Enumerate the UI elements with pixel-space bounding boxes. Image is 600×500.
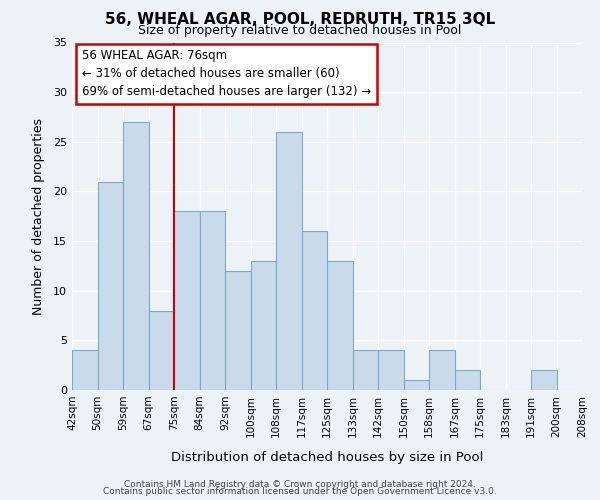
Bar [251, 261, 276, 390]
Bar [302, 231, 327, 390]
Text: 56 WHEAL AGAR: 76sqm
← 31% of detached houses are smaller (60)
69% of semi-detac: 56 WHEAL AGAR: 76sqm ← 31% of detached h… [82, 50, 371, 98]
Bar [378, 350, 404, 390]
Bar [149, 310, 174, 390]
X-axis label: Distribution of detached houses by size in Pool: Distribution of detached houses by size … [171, 451, 483, 464]
Bar [174, 212, 199, 390]
Text: 56, WHEAL AGAR, POOL, REDRUTH, TR15 3QL: 56, WHEAL AGAR, POOL, REDRUTH, TR15 3QL [105, 12, 495, 28]
Bar [72, 350, 97, 390]
Bar [531, 370, 557, 390]
Bar [429, 350, 455, 390]
Bar [123, 122, 149, 390]
Bar [97, 182, 123, 390]
Bar [404, 380, 429, 390]
Bar [199, 212, 225, 390]
Bar [327, 261, 353, 390]
Y-axis label: Number of detached properties: Number of detached properties [32, 118, 44, 315]
Bar [276, 132, 302, 390]
Bar [353, 350, 378, 390]
Text: Contains HM Land Registry data © Crown copyright and database right 2024.: Contains HM Land Registry data © Crown c… [124, 480, 476, 489]
Bar [225, 271, 251, 390]
Text: Contains public sector information licensed under the Open Government Licence v3: Contains public sector information licen… [103, 488, 497, 496]
Bar [455, 370, 480, 390]
Text: Size of property relative to detached houses in Pool: Size of property relative to detached ho… [139, 24, 461, 37]
